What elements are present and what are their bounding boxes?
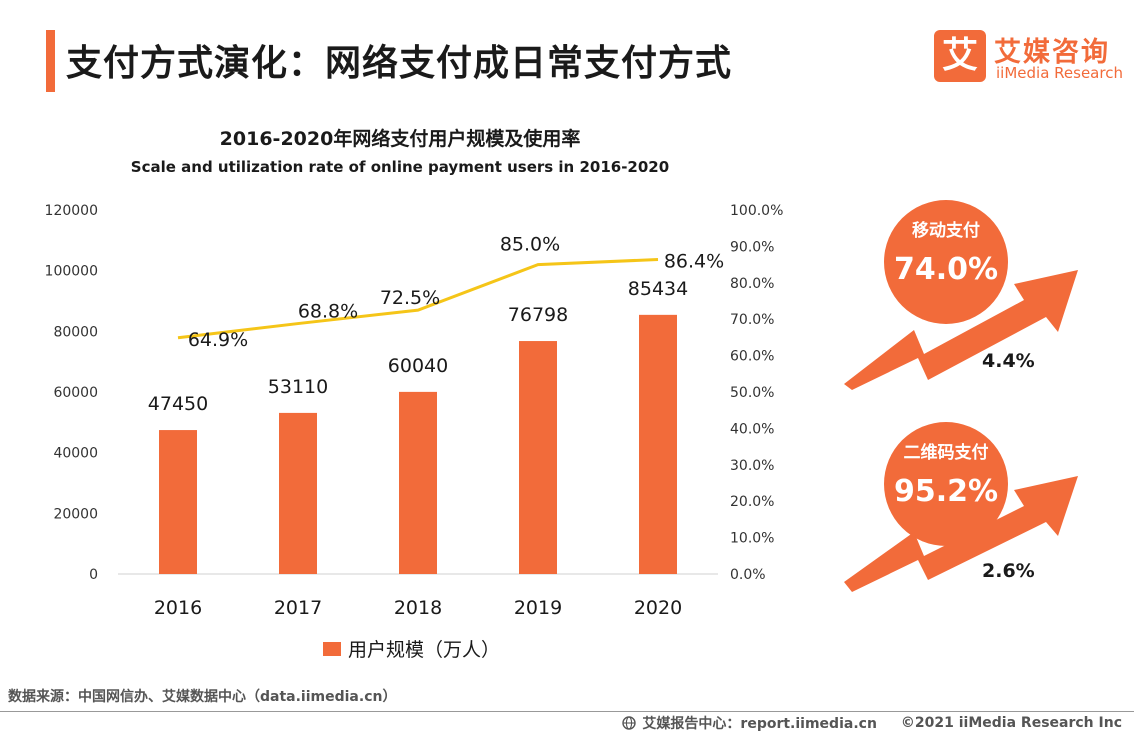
logo-name-cn: 艾媒咨询 bbox=[994, 37, 1110, 68]
kpi-value: 74.0% bbox=[893, 252, 999, 287]
y-right-tick-label: 50.0% bbox=[730, 385, 774, 401]
bar-value-label: 85434 bbox=[628, 278, 688, 300]
y-right-tick-label: 80.0% bbox=[730, 276, 774, 292]
logo-name-en: iiMedia Research bbox=[996, 64, 1123, 82]
bar-value-label: 53110 bbox=[268, 376, 328, 398]
bar bbox=[639, 314, 677, 574]
data-source: 数据来源：中国网信办、艾媒数据中心（data.iimedia.cn） bbox=[8, 689, 397, 705]
y-right-tick-label: 100.0% bbox=[730, 203, 783, 219]
x-tick-label: 2017 bbox=[274, 597, 322, 619]
kpi-growth: 4.4% bbox=[982, 350, 1035, 372]
y-left-tick-label: 0 bbox=[89, 567, 98, 583]
y-left-tick-label: 20000 bbox=[53, 506, 98, 522]
x-tick-label: 2016 bbox=[154, 597, 202, 619]
line-value-label: 86.4% bbox=[664, 251, 724, 273]
bar-value-label: 47450 bbox=[148, 393, 208, 415]
bar bbox=[279, 412, 317, 574]
x-tick-label: 2019 bbox=[514, 597, 562, 619]
y-left-tick-label: 80000 bbox=[53, 324, 98, 340]
line-value-label: 72.5% bbox=[380, 287, 440, 309]
footer-report-center: 艾媒报告中心：report.iimedia.cn bbox=[642, 716, 877, 732]
y-right-tick-label: 40.0% bbox=[730, 421, 774, 437]
kpi-growth: 2.6% bbox=[982, 560, 1035, 582]
chart-title: 2016-2020年网络支付用户规模及使用率 bbox=[219, 128, 581, 150]
y-left-tick-label: 40000 bbox=[53, 446, 98, 462]
line-value-label: 85.0% bbox=[500, 234, 560, 256]
y-left-tick-label: 120000 bbox=[45, 203, 98, 219]
x-tick-label: 2018 bbox=[394, 597, 442, 619]
kpi-label: 二维码支付 bbox=[903, 443, 989, 463]
bar-value-label: 60040 bbox=[388, 355, 448, 377]
y-right-tick-label: 10.0% bbox=[730, 531, 774, 547]
page-title: 支付方式演化：网络支付成日常支付方式 bbox=[66, 43, 733, 84]
line-value-label: 64.9% bbox=[188, 329, 248, 351]
bar bbox=[519, 341, 557, 574]
globe-icon bbox=[622, 716, 637, 730]
y-left-tick-label: 60000 bbox=[53, 385, 98, 401]
combo-chart: 0 20000 40000 60000 80000 100000 120000 0.0% 10.… bbox=[45, 203, 784, 661]
y-right-tick-label: 90.0% bbox=[730, 239, 774, 255]
legend-label: 用户规模（万人） bbox=[348, 639, 500, 661]
y-left-tick-label: 100000 bbox=[45, 264, 98, 280]
footer-divider bbox=[0, 711, 1134, 712]
line-value-label: 68.8% bbox=[298, 301, 358, 323]
bar bbox=[159, 430, 197, 574]
growth-arrow-icon bbox=[844, 476, 1078, 592]
y-right-tick-label: 0.0% bbox=[730, 567, 766, 583]
legend-swatch bbox=[323, 642, 341, 656]
footer: 艾媒报告中心：report.iimedia.cn ©2021 iiMedia R… bbox=[622, 713, 1122, 733]
bar bbox=[399, 391, 437, 574]
logo-icon: 艾 bbox=[934, 30, 986, 82]
brand-logo: 艾 艾媒咨询 iiMedia Research bbox=[934, 30, 1124, 90]
y-right-tick-label: 30.0% bbox=[730, 458, 774, 474]
title-accent-bar bbox=[46, 30, 55, 92]
kpi-value: 95.2% bbox=[893, 474, 999, 509]
y-right-tick-label: 20.0% bbox=[730, 494, 774, 510]
bar-value-label: 76798 bbox=[508, 304, 568, 326]
chart-subtitle: Scale and utilization rate of online pay… bbox=[130, 158, 670, 176]
footer-copyright: ©2021 iiMedia Research Inc bbox=[900, 715, 1122, 731]
growth-arrow-icon bbox=[844, 270, 1078, 390]
y-right-tick-label: 60.0% bbox=[730, 349, 774, 365]
kpi-label: 移动支付 bbox=[912, 221, 980, 241]
kpi-circle-mobile: 移动支付 74.0% bbox=[884, 200, 1008, 324]
x-tick-label: 2020 bbox=[634, 597, 682, 619]
y-right-tick-label: 70.0% bbox=[730, 312, 774, 328]
